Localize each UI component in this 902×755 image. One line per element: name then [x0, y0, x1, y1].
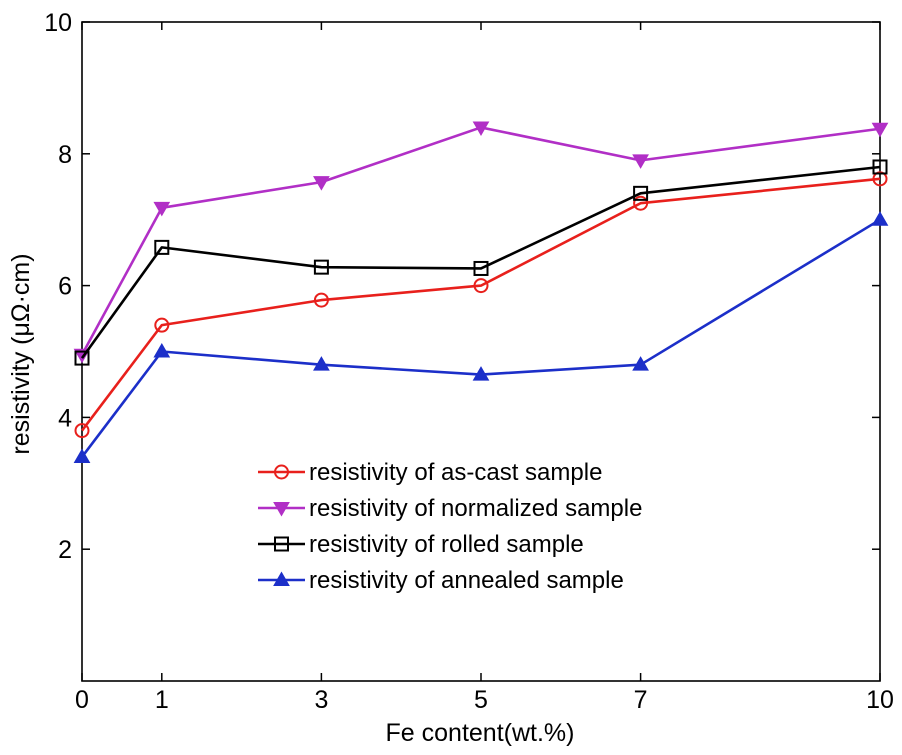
data-point: [74, 350, 90, 366]
series-resistivity-of-annealed-sample: [73, 211, 889, 463]
data-point: [313, 176, 330, 191]
axis-ticks: 0 1 3 5 7 10 2 4 6 8 10: [44, 9, 894, 714]
data-point: [871, 211, 889, 226]
series-resistivity-of-rolled-sample: [74, 159, 888, 366]
series-line: [80, 218, 881, 458]
data-point: [313, 292, 329, 308]
data-point: [472, 366, 490, 381]
data-point: [472, 121, 490, 136]
data-point: [313, 259, 329, 275]
data-point: [154, 239, 170, 255]
data-point: [153, 201, 171, 217]
x-tick-label: 7: [634, 686, 648, 714]
data-point: [154, 317, 170, 333]
x-tick-label: 10: [866, 686, 894, 714]
series-line: [80, 177, 881, 432]
x-axis-title: Fe content(wt.%): [386, 719, 575, 747]
legend: resistivity of as-cast sample resistivity…: [258, 459, 642, 594]
series-line: [80, 165, 881, 359]
data-point: [153, 342, 171, 358]
legend-entry: resistivity of rolled sample: [258, 531, 584, 558]
data-point: [473, 260, 489, 276]
y-tick-label: 2: [58, 536, 72, 564]
y-tick-label: 4: [58, 404, 72, 432]
data-point: [633, 195, 649, 211]
data-point: [632, 356, 649, 371]
legend-label: resistivity of normalized sample: [309, 495, 642, 522]
legend-label: resistivity of rolled sample: [309, 531, 584, 558]
legend-label: resistivity of as-cast sample: [309, 459, 602, 486]
legend-marker: [273, 571, 290, 586]
legend-entry: resistivity of normalized sample: [258, 495, 642, 522]
data-point: [872, 171, 888, 187]
y-axis-title: resistivity (μΩ·cm): [7, 253, 35, 454]
legend-marker: [273, 502, 290, 517]
data-point: [473, 278, 489, 294]
series-layer: [73, 121, 889, 463]
x-tick-label: 5: [474, 686, 488, 714]
x-tick-label: 0: [75, 686, 89, 714]
legend-marker: [274, 464, 289, 480]
data-point: [74, 423, 90, 439]
legend-label: resistivity of annealed sample: [309, 567, 624, 594]
legend-entry: resistivity of as-cast sample: [258, 459, 602, 486]
series-line: [80, 126, 881, 356]
data-point: [633, 185, 649, 201]
x-tick-label: 1: [155, 686, 169, 714]
data-point: [313, 356, 330, 371]
legend-entry: resistivity of annealed sample: [258, 567, 624, 594]
y-tick-label: 8: [58, 141, 72, 169]
data-point: [632, 154, 649, 169]
y-tick-label: 10: [44, 9, 72, 37]
series-resistivity-of-normalized-sample: [73, 121, 889, 364]
data-point: [73, 448, 91, 463]
data-point: [872, 159, 888, 175]
x-tick-label: 3: [314, 686, 328, 714]
y-tick-label: 6: [58, 273, 72, 301]
legend-marker: [274, 536, 289, 552]
data-point: [871, 122, 889, 138]
series-resistivity-of-as-cast-sample: [74, 171, 888, 439]
